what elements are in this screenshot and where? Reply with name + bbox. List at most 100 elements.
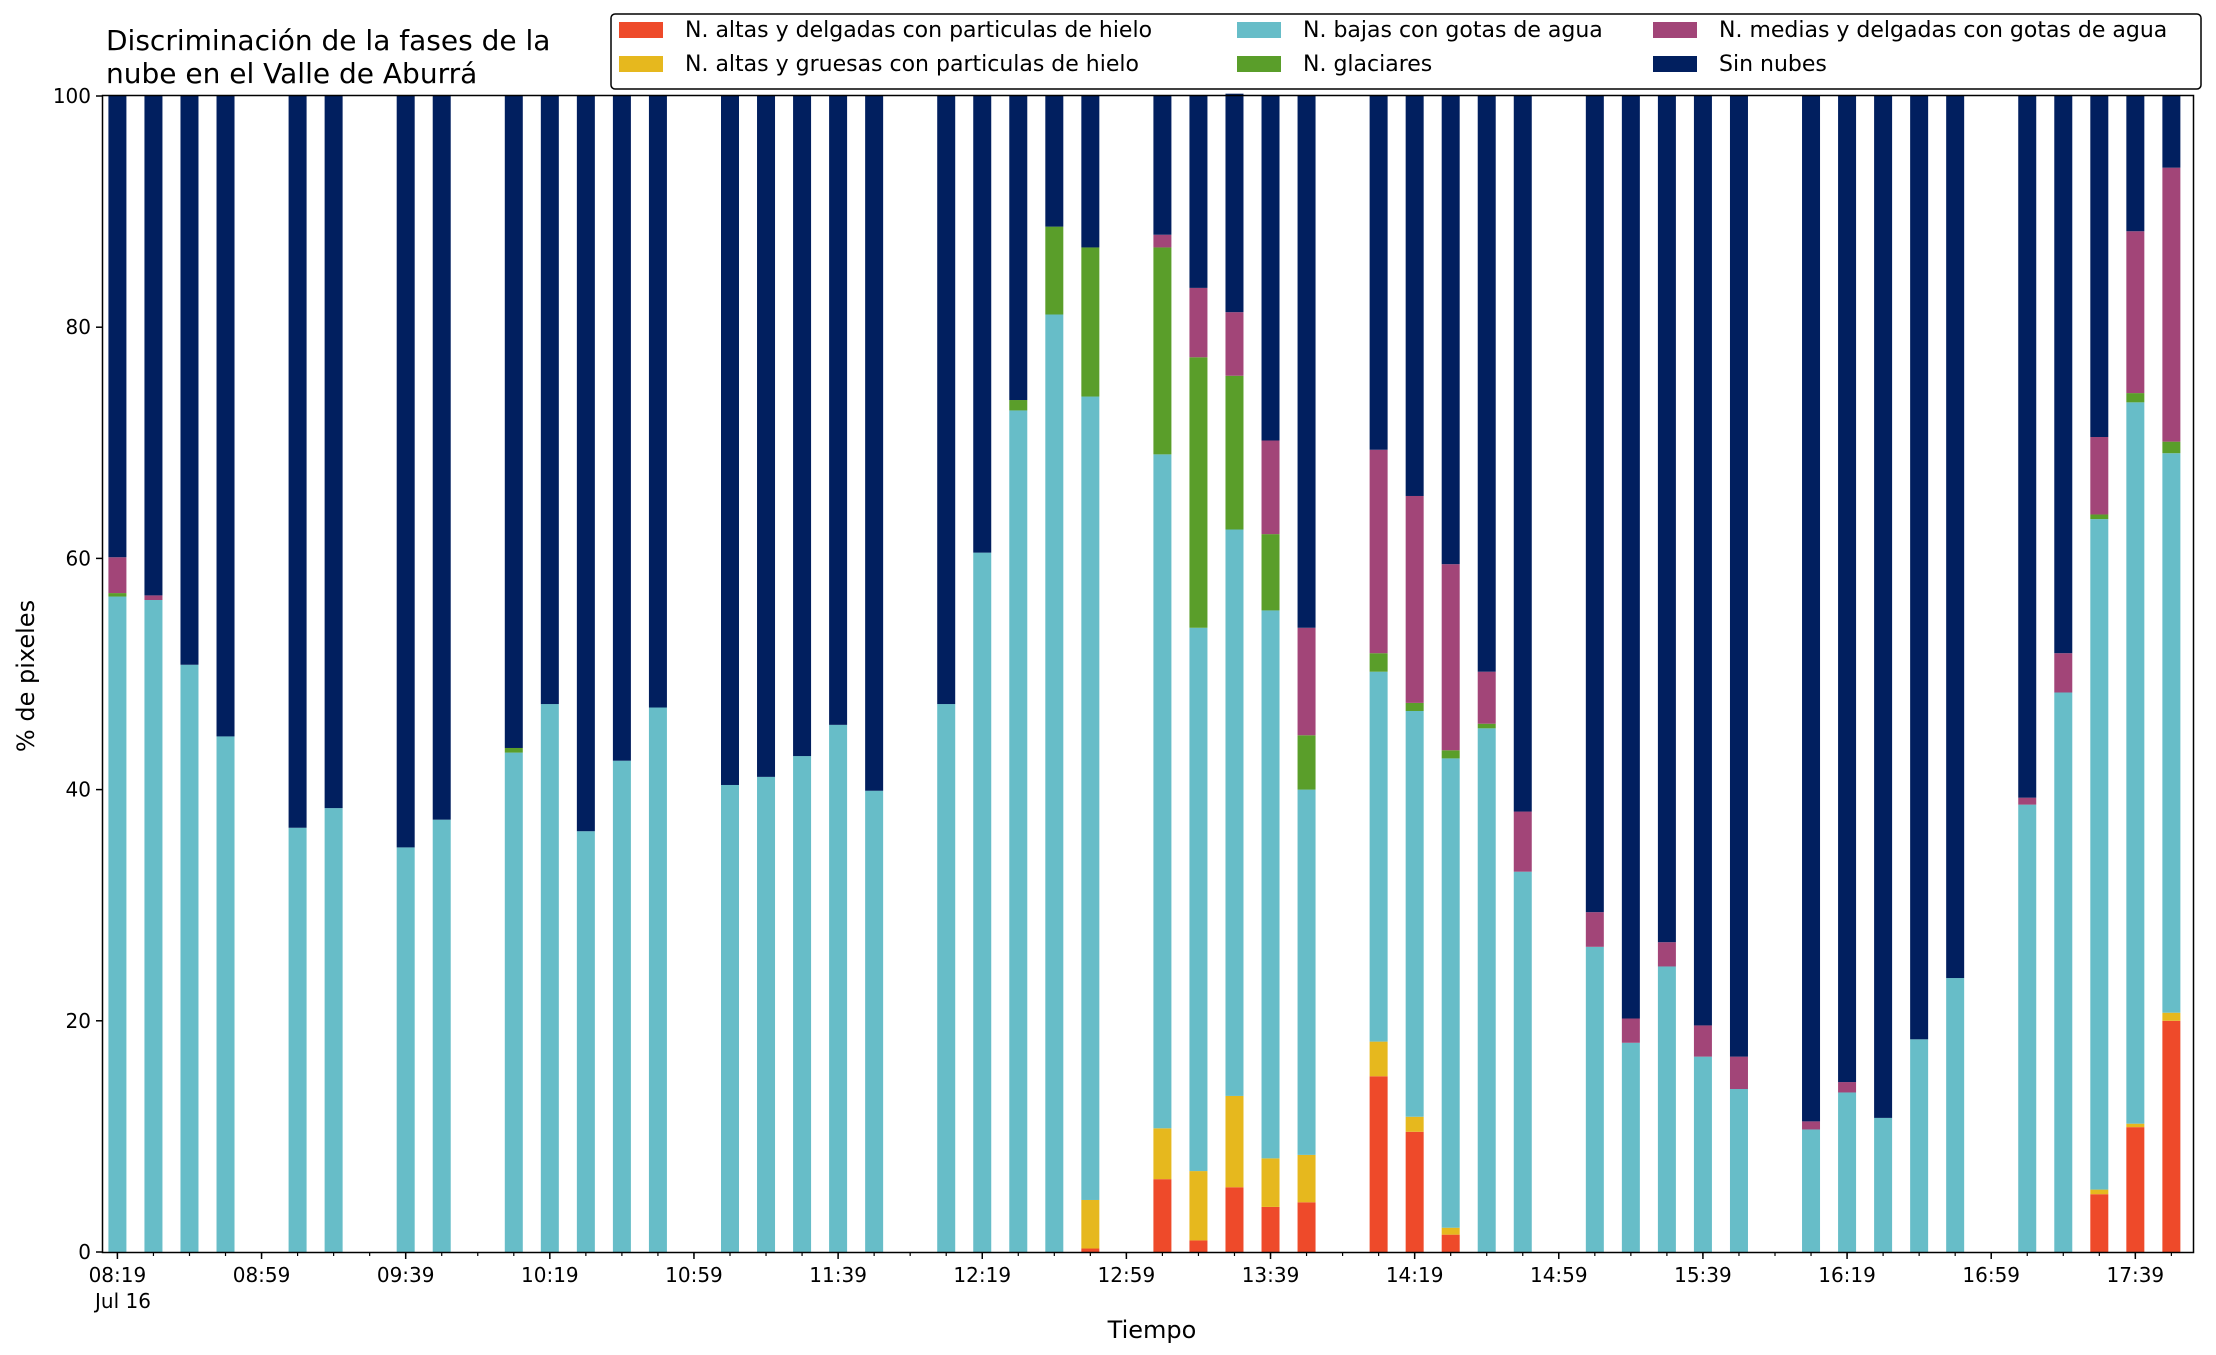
bar-segment: [180, 664, 199, 1252]
y-tick-label: 100: [53, 84, 91, 108]
bar-segment: [2090, 514, 2109, 520]
bar-segment: [1081, 96, 1100, 248]
bar-segment: [216, 96, 235, 737]
bar-segment: [2054, 653, 2073, 693]
bar-segment: [1621, 1018, 1640, 1043]
bar-segment: [504, 747, 523, 753]
chart-title-line-1: Discriminación de la fases de la: [106, 24, 550, 57]
bar-segment: [1513, 96, 1532, 812]
bar-segment: [1441, 1234, 1460, 1252]
bar-segment: [721, 784, 739, 1252]
bar-segment: [288, 827, 307, 1252]
x-tick-label: 14:19: [1386, 1263, 1444, 1287]
bar-segment: [2162, 96, 2181, 168]
bar-segment: [973, 552, 992, 1252]
legend-swatch: [1237, 56, 1281, 72]
bar-segment: [1081, 1248, 1100, 1252]
bar-segment: [1369, 671, 1388, 1042]
bar-segment: [288, 96, 307, 828]
bar-segment: [1729, 1056, 1748, 1090]
bar-segment: [1261, 1206, 1280, 1252]
bar-segment: [2126, 1123, 2145, 1128]
bar-segment: [108, 593, 127, 597]
x-axis: 08:19 08:59 09:39 10:19 10:59 11:39 12:19 12:59…: [89, 1252, 2172, 1287]
plot-frame: [101, 94, 2195, 1254]
y-tick-label: 0: [78, 1240, 91, 1264]
bar-segment: [2162, 167, 2181, 442]
bar-segment: [2126, 402, 2145, 1124]
legend: N. altas y delgadas con particulas de hi…: [610, 13, 2202, 90]
x-tick-label: 10:19: [521, 1263, 579, 1287]
x-tick-label: 08:19: [89, 1263, 147, 1287]
bar-segment: [648, 96, 667, 708]
bar-segment: [144, 600, 163, 1252]
legend-entry-label: N. glaciares: [1303, 52, 1432, 77]
bar-segment: [793, 756, 812, 1252]
y-tick-label: 80: [66, 315, 91, 339]
bar-segment: [504, 96, 523, 748]
bar-segment: [1477, 723, 1496, 729]
bar-segment: [1585, 912, 1604, 947]
bar-segment: [1441, 1227, 1460, 1235]
bar-segment: [1802, 96, 1821, 1122]
bar-segment: [1405, 96, 1424, 496]
bar-segment: [721, 96, 739, 785]
bar-segment: [648, 707, 667, 1252]
bar-segment: [576, 831, 595, 1252]
bar-segment: [612, 96, 631, 761]
bar-segment: [1297, 96, 1316, 628]
bar-segment: [108, 596, 127, 1252]
bar-segment: [1874, 96, 1893, 1118]
legend-frame: [610, 13, 2202, 90]
bar-segment: [1946, 96, 1965, 979]
x-tick-label: 16:59: [1962, 1263, 2020, 1287]
x-tick-label: 13:39: [1242, 1263, 1300, 1287]
bar-segment: [1189, 1240, 1208, 1252]
y-tick-label: 20: [66, 1009, 91, 1033]
x-date-label: Jul 16: [93, 1289, 151, 1313]
legend-swatch: [1653, 56, 1697, 72]
bar-segment: [1297, 1202, 1316, 1252]
bar-segment: [793, 96, 812, 757]
bar-segment: [1946, 978, 1965, 1252]
bar-segment: [1081, 1199, 1100, 1249]
bar-segment: [757, 776, 776, 1252]
bar-segment: [396, 96, 415, 848]
bar-segment: [1838, 1092, 1857, 1252]
legend-swatch: [1237, 22, 1281, 38]
bar-segment: [1477, 671, 1496, 724]
bar-segment: [1153, 1179, 1172, 1252]
chart-title-line-2: nube en el Valle de Aburrá: [106, 57, 477, 90]
bar-segment: [1153, 234, 1172, 248]
bar-segment: [324, 808, 343, 1252]
bar-segment: [1225, 312, 1244, 376]
bar-segment: [612, 760, 631, 1252]
bar-segment: [1693, 1056, 1712, 1252]
bar-segment: [1585, 946, 1604, 1252]
bar-segment: [1297, 789, 1316, 1155]
bar-segment: [1081, 396, 1100, 1200]
bar-segment: [1297, 627, 1316, 736]
x-tick-label: 08:59: [233, 1263, 291, 1287]
x-tick-label: 11:39: [809, 1263, 867, 1287]
bar-segment: [2018, 797, 2037, 805]
bar-segment: [144, 595, 163, 601]
y-axis-label: % de pixeles: [12, 600, 40, 752]
bar-segment: [2162, 453, 2181, 1013]
bar-segment: [1045, 314, 1064, 1253]
legend-entry-label: N. bajas con gotas de agua: [1303, 18, 1603, 43]
x-tick-label: 12:59: [1098, 1263, 1156, 1287]
bar-segment: [1189, 1171, 1208, 1241]
bar-segment: [432, 819, 451, 1252]
bar-segment: [1585, 96, 1604, 913]
bar-segment: [2090, 96, 2109, 438]
bar-segment: [1369, 1076, 1388, 1252]
bar-segment: [2090, 437, 2109, 515]
bar-segment: [1045, 96, 1064, 227]
bar-segment: [1009, 96, 1028, 401]
bar-segment: [1405, 702, 1424, 711]
bar-segment: [108, 96, 127, 558]
y-tick-label: 40: [66, 778, 91, 802]
bar-segment: [2162, 441, 2181, 454]
